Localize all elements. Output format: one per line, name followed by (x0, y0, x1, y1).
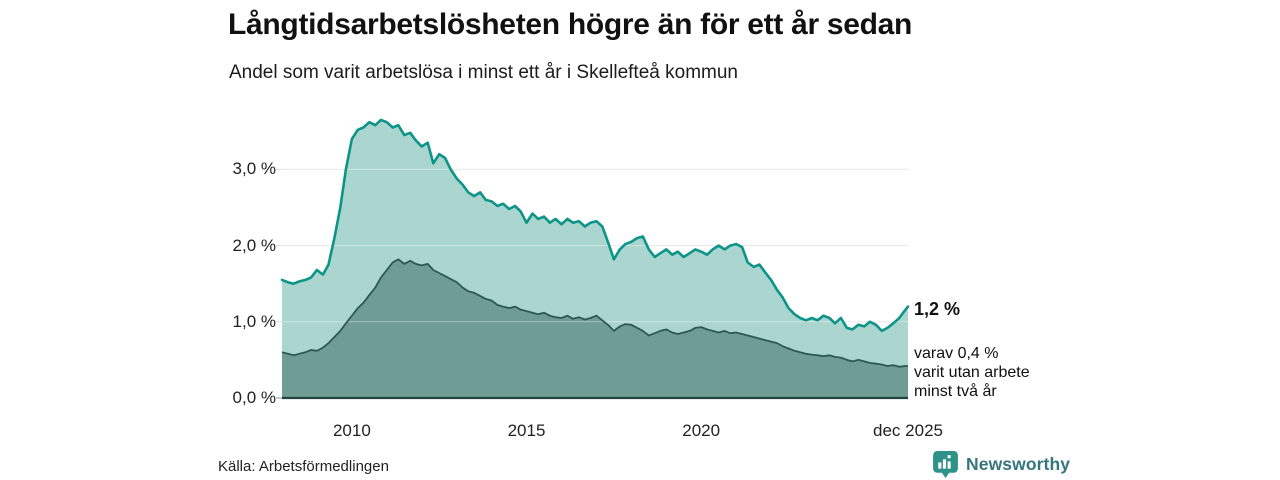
y-tick-label: 2,0 % (232, 235, 276, 255)
x-tick-label: 2010 (332, 421, 371, 440)
chart-subtitle: Andel som varit arbetslösa i minst ett å… (229, 62, 738, 83)
two-year-note-line2: varit utan arbete (914, 364, 1030, 381)
y-tick-label: 0,0 % (232, 388, 276, 407)
newsworthy-logo-icon (933, 451, 958, 478)
x-tick-label: dec 2025 (873, 421, 943, 440)
x-tick-label: 2020 (682, 421, 721, 440)
y-tick-label: 1,0 % (232, 311, 276, 331)
brand-name: Newsworthy (966, 454, 1071, 474)
x-tick-label: 2015 (507, 421, 546, 440)
two-year-note: varav 0,4 % varit utan arbete minst två … (914, 344, 1030, 401)
two-year-note-line3: minst två år (914, 383, 997, 400)
source-credit: Källa: Arbetsförmedlingen (218, 458, 389, 475)
series-line-min-two-years (281, 258, 908, 368)
page-title: Långtidsarbetslösheten högre än för ett … (228, 8, 913, 41)
series-area-min-two-years (282, 259, 908, 398)
y-tick-label: 3,0 % (232, 159, 276, 179)
latest-value-label: 1,2 % (914, 299, 961, 319)
brand-lockup: Newsworthy (932, 450, 1070, 479)
two-year-note-line1: varav 0,4 % (914, 345, 999, 362)
series-line-min-one-year (280, 118, 910, 333)
